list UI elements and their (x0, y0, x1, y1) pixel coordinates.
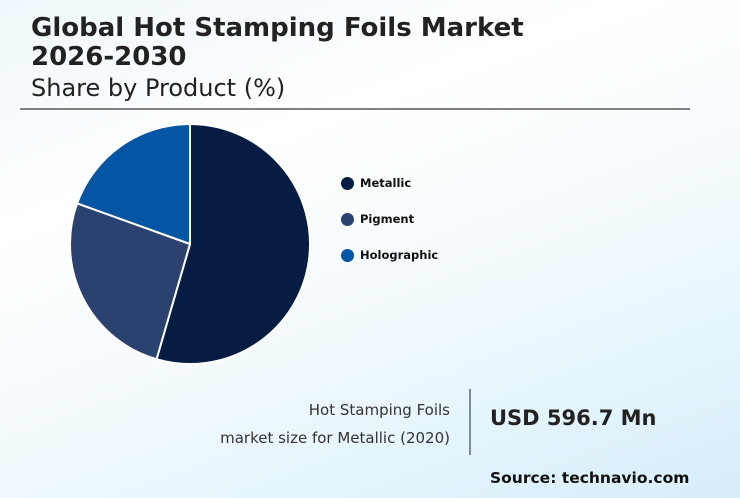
legend-label: Holographic (360, 248, 439, 262)
legend-dot-icon (341, 248, 354, 262)
title-line-1: Global Hot Stamping Foils Market (31, 13, 524, 43)
legend: Metallic Pigment Holographic (341, 175, 438, 283)
legend-label: Pigment (360, 212, 415, 226)
legend-item-metallic: Metallic (341, 175, 438, 191)
title-line-2: 2026-2030 (31, 42, 187, 72)
chart-subtitle: Share by Product (%) (31, 74, 286, 102)
footer-divider (469, 389, 471, 455)
pie-chart (69, 122, 311, 365)
legend-label: Metallic (360, 176, 412, 190)
desc-line-2: market size for Metallic (2020) (220, 429, 450, 447)
legend-dot-icon (341, 176, 354, 190)
pie-slice-holographic (75, 122, 191, 246)
chart-title: Global Hot Stamping Foils Market 2026-20… (31, 14, 524, 72)
legend-dot-icon (341, 212, 354, 226)
desc-line-1: Hot Stamping Foils (308, 401, 450, 419)
market-size-value: USD 596.7 Mn (490, 406, 657, 430)
legend-item-pigment: Pigment (341, 211, 438, 227)
pie-slice-metallic (155, 122, 311, 365)
source-credit: Source: technavio.com (490, 469, 690, 487)
market-size-description: Hot Stamping Foils market size for Metal… (220, 396, 450, 452)
pie-slice-pigment (69, 202, 192, 361)
legend-item-holographic: Holographic (341, 247, 438, 263)
header-divider (20, 108, 690, 110)
